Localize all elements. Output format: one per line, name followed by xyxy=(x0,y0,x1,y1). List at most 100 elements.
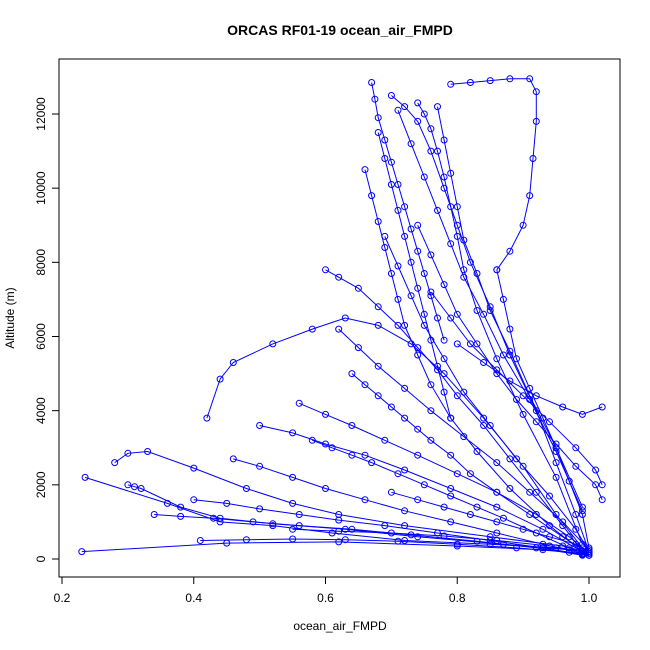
data-point xyxy=(328,529,336,537)
data-point xyxy=(407,292,415,300)
data-point xyxy=(434,362,441,370)
data-point xyxy=(229,359,237,366)
data-point xyxy=(242,536,250,544)
x-tick-label: 0.8 xyxy=(449,591,466,605)
data-point xyxy=(111,459,119,467)
data-point xyxy=(572,444,580,452)
data-point xyxy=(506,377,514,385)
data-point xyxy=(414,451,422,459)
series-line xyxy=(391,491,590,553)
y-axis: 0 2000 4000 6000 8000 10000 12000 xyxy=(34,97,60,562)
data-point xyxy=(506,485,514,492)
chart-title: ORCAS RF01-19 ocean_air_FMPD xyxy=(227,22,453,38)
data-point xyxy=(578,551,586,559)
data-point xyxy=(578,511,586,518)
series-8 xyxy=(414,99,586,548)
data-point xyxy=(322,485,329,492)
data-point xyxy=(256,505,264,513)
data-point xyxy=(368,459,376,467)
data-point xyxy=(532,511,540,518)
data-point xyxy=(572,525,580,533)
series-line xyxy=(384,236,590,552)
data-point xyxy=(401,321,409,329)
series-line xyxy=(292,528,583,553)
data-point xyxy=(420,481,428,489)
data-point xyxy=(420,321,428,329)
data-point xyxy=(473,307,481,314)
data-point xyxy=(394,470,402,478)
data-point xyxy=(371,95,379,103)
data-point xyxy=(289,499,297,507)
data-point xyxy=(546,542,553,550)
data-point xyxy=(381,244,389,251)
series-line xyxy=(437,106,583,508)
data-point xyxy=(348,370,356,378)
data-point xyxy=(513,455,520,463)
data-point xyxy=(552,459,560,467)
y-tick-label: 0 xyxy=(34,555,48,562)
data-point xyxy=(480,422,488,429)
data-point xyxy=(348,525,356,533)
data-point xyxy=(592,481,600,489)
data-point xyxy=(552,444,560,452)
data-point xyxy=(407,140,415,148)
data-point xyxy=(519,221,527,229)
data-point xyxy=(394,321,402,329)
data-point xyxy=(546,533,553,541)
series-6 xyxy=(368,79,448,344)
data-point xyxy=(519,462,527,470)
data-point xyxy=(137,485,145,492)
data-point xyxy=(473,340,481,348)
data-point xyxy=(493,266,501,274)
data-point xyxy=(466,258,474,266)
series-26 xyxy=(394,106,586,515)
data-point xyxy=(420,173,428,181)
data-point xyxy=(394,206,402,214)
data-point xyxy=(414,284,422,292)
data-point xyxy=(447,314,455,322)
series-line xyxy=(371,82,445,341)
data-point xyxy=(466,470,474,478)
data-point xyxy=(348,422,356,429)
data-point xyxy=(529,155,537,162)
data-point xyxy=(335,527,343,535)
series-17 xyxy=(150,511,586,559)
data-point xyxy=(394,262,402,270)
data-point xyxy=(506,347,514,355)
data-point xyxy=(381,436,389,444)
data-point xyxy=(381,155,389,162)
data-point xyxy=(387,488,395,496)
data-point xyxy=(440,370,448,378)
data-point xyxy=(401,507,409,515)
data-point xyxy=(440,336,448,344)
series-line xyxy=(364,169,583,552)
data-point xyxy=(440,281,448,289)
data-point xyxy=(414,533,422,541)
data-point xyxy=(440,503,448,511)
x-axis-label: ocean_air_FMPD xyxy=(293,619,387,633)
data-point xyxy=(598,403,606,411)
data-point xyxy=(493,488,501,496)
data-point xyxy=(420,110,428,118)
series-line xyxy=(351,373,590,554)
data-point xyxy=(513,396,520,403)
series-line xyxy=(154,514,583,556)
series-line xyxy=(496,269,590,548)
data-point xyxy=(447,80,455,88)
data-point xyxy=(177,503,185,511)
data-point xyxy=(559,518,567,526)
data-point xyxy=(473,503,481,511)
series-11 xyxy=(447,75,540,274)
series-28 xyxy=(387,488,593,556)
data-point xyxy=(203,414,211,422)
data-point xyxy=(295,511,303,518)
series-20 xyxy=(427,288,606,489)
data-point xyxy=(216,375,224,383)
data-point xyxy=(256,422,264,429)
data-point xyxy=(453,470,461,478)
data-point xyxy=(466,340,474,348)
data-point xyxy=(447,485,455,492)
data-point xyxy=(434,147,441,155)
data-point xyxy=(453,221,461,229)
